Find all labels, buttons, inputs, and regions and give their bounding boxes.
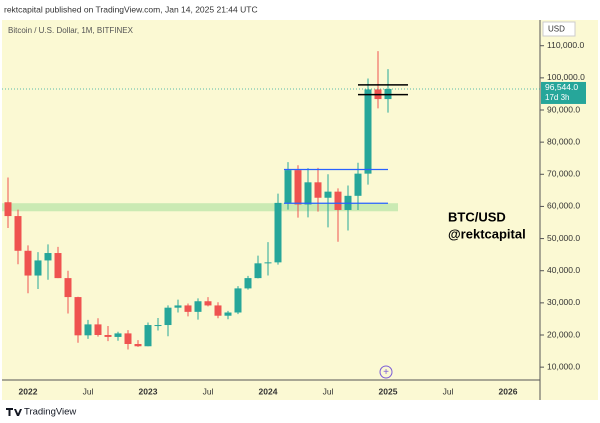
y-tick-label: 70,000.0: [547, 169, 580, 179]
candle-body: [254, 263, 262, 279]
candle-body: [104, 335, 112, 337]
candle-body: [284, 170, 292, 203]
candle-body: [24, 250, 32, 276]
candle-body: [304, 182, 312, 205]
candle-body: [324, 191, 332, 198]
candle-body: [204, 301, 212, 306]
candle-body: [354, 173, 362, 196]
candle-body: [184, 305, 192, 312]
y-tick-label: 50,000.0: [547, 233, 580, 243]
x-tick-label: 2022: [19, 386, 38, 396]
x-tick-label: 2024: [259, 386, 278, 396]
x-tick-label: Jul: [443, 386, 454, 396]
x-tick-label: 2023: [139, 386, 158, 396]
y-tick-label: 30,000.0: [547, 297, 580, 307]
candle-body: [314, 182, 322, 198]
candle-body: [224, 312, 232, 316]
candle-body: [84, 324, 92, 336]
x-tick-label: Jul: [203, 386, 214, 396]
logo-icon: [6, 408, 22, 416]
candle-body: [234, 288, 242, 313]
candle-body: [64, 278, 72, 298]
footer-brand: TradingView: [24, 407, 76, 418]
symbol-title: Bitcoin / U.S. Dollar, 1M, BITFINEX: [8, 26, 134, 35]
candle-body: [334, 191, 342, 210]
annotation: @rektcapital: [448, 226, 526, 241]
candle-body: [194, 301, 202, 312]
candle-body: [244, 278, 252, 289]
x-tick-label: 2025: [379, 386, 398, 396]
candle-body: [214, 305, 222, 316]
candle-body: [14, 216, 22, 251]
y-tick-label: 90,000.0: [547, 104, 580, 114]
support-zone: [2, 203, 398, 212]
currency: USD: [548, 25, 565, 34]
candle-body: [74, 297, 82, 336]
y-tick-label: 100,000.0: [547, 72, 585, 82]
candle-body: [94, 324, 102, 335]
add-icon[interactable]: +: [383, 367, 389, 378]
y-tick-label: 60,000.0: [547, 201, 580, 211]
candle-body: [134, 344, 142, 347]
candle-body: [154, 325, 162, 327]
candle-body: [54, 253, 62, 279]
candle-body: [44, 253, 52, 261]
x-tick-label: 2026: [499, 386, 518, 396]
header: rektcapital published on TradingView.com…: [4, 4, 258, 14]
y-tick-label: 110,000.0: [547, 40, 584, 50]
candle-body: [364, 89, 372, 174]
currency-box: [542, 21, 576, 37]
y-tick-label: 20,000.0: [547, 329, 580, 339]
y-tick-label: 80,000.0: [547, 136, 580, 146]
candle-body: [294, 170, 302, 205]
last-price-box: [541, 81, 586, 104]
annotation: BTC/USD: [448, 209, 506, 224]
candle-body: [164, 307, 172, 326]
y-tick-label: 40,000.0: [547, 265, 580, 275]
countdown: 17d 3h: [545, 93, 569, 102]
x-tick-label: Jul: [323, 386, 334, 396]
y-tick-label: 10,000.0: [547, 361, 580, 371]
candle-body: [264, 262, 272, 264]
candle-body: [34, 260, 42, 276]
candle-body: [114, 333, 122, 337]
add-button[interactable]: [379, 365, 393, 379]
candle-body: [4, 202, 12, 217]
candle-body: [144, 325, 152, 347]
last-price-label: 96,544.0: [545, 82, 578, 92]
candle-body: [124, 333, 132, 344]
candle-body: [274, 202, 282, 263]
candle-body: [174, 305, 182, 308]
x-tick-label: Jul: [83, 386, 94, 396]
